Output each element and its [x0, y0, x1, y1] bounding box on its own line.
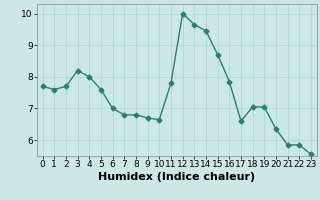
X-axis label: Humidex (Indice chaleur): Humidex (Indice chaleur)	[98, 172, 255, 182]
